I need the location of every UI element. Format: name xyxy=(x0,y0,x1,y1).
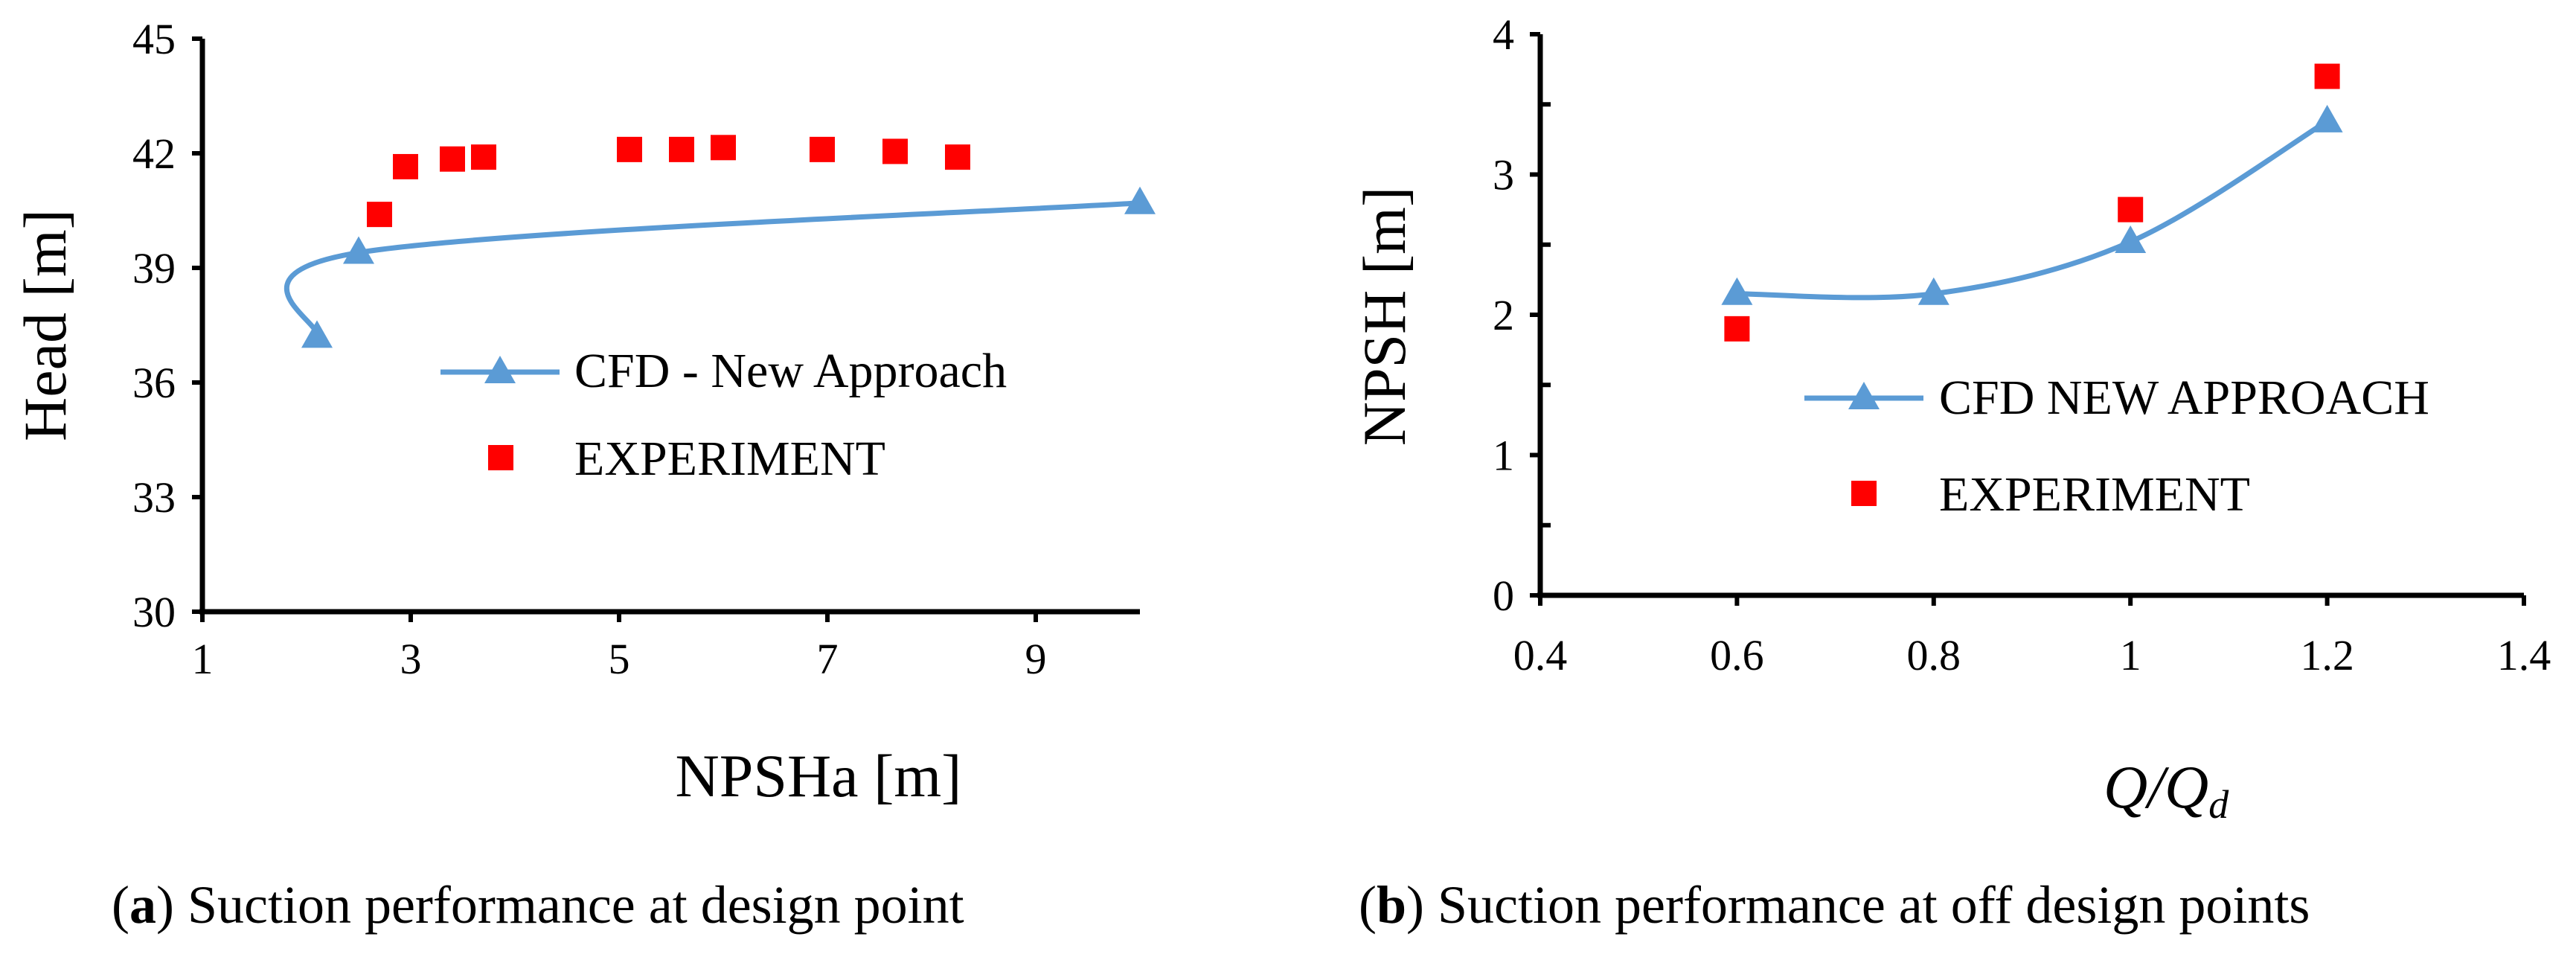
chart-a-experiment-point xyxy=(617,136,642,162)
chart-b-legend: CFD NEW APPROACH EXPERIMENT xyxy=(1804,371,2429,522)
chart-b-series-lines xyxy=(1737,118,2329,301)
chart-b-xtick-label: 1.4 xyxy=(2497,631,2551,679)
chart-a-ytick-label: 45 xyxy=(132,15,176,63)
chart-b-cfd-line xyxy=(1737,118,2329,301)
chart-a-ytick-label: 33 xyxy=(132,473,176,522)
chart-a-cfd-point xyxy=(1124,186,1156,214)
chart-b-cfd-point xyxy=(2115,225,2147,253)
chart-b-ytick-label: 3 xyxy=(1493,151,1514,199)
chart-b-xtick-label: 1 xyxy=(2120,631,2141,679)
chart-a-x-axis-title: NPSHa [m] xyxy=(676,742,962,810)
chart-b-xtick-label: 0.4 xyxy=(1513,631,1568,679)
legend-b-triangle-marker xyxy=(1848,382,1880,409)
chart-b-x-axis-title: Q/Qd xyxy=(2104,753,2229,827)
chart-a-ytick-label: 30 xyxy=(132,588,176,636)
chart-b-ytick-label: 2 xyxy=(1493,291,1514,339)
chart-a-experiment-point xyxy=(882,138,908,164)
caption-a-text: Suction performance at design point xyxy=(173,875,964,935)
chart-a-experiment-point xyxy=(367,202,392,228)
chart-a-ytick-label: 39 xyxy=(132,244,176,292)
chart-b-xtick-label: 1.2 xyxy=(2300,631,2354,679)
chart-a-series-lines xyxy=(283,200,1141,338)
chart-a-markers xyxy=(301,135,1156,348)
chart-b-cfd-point xyxy=(2311,104,2343,132)
chart-b-ytick-label: 1 xyxy=(1493,432,1514,480)
caption-b: (b) Suction performance at off design po… xyxy=(1359,875,2310,935)
caption-a-label: a xyxy=(129,875,156,935)
chart-a-experiment-point xyxy=(945,144,970,170)
chart-a: 30 33 36 39 42 45 1 3 5 7 9 Head [m] NPSHa [m] CFD… xyxy=(11,15,1156,810)
chart-b: 0 1 2 3 4 0.4 0.6 0.8 1 1.2 1.4 NPSH [m] Q/Qd CFD … xyxy=(1351,10,2551,827)
chart-a-experiment-point xyxy=(669,136,694,162)
chart-a-ticks: 30 33 36 39 42 45 1 3 5 7 9 xyxy=(132,15,1047,683)
caption-b-label: b xyxy=(1376,875,1407,935)
chart-b-cfd-point xyxy=(1917,277,1949,305)
x-title-subscript: d xyxy=(2208,782,2229,827)
chart-b-experiment-point xyxy=(2118,196,2144,223)
legend-b-experiment-label: EXPERIMENT xyxy=(1939,467,2250,522)
chart-a-y-axis-title: Head [m] xyxy=(11,209,79,441)
chart-a-xtick-label: 9 xyxy=(1025,635,1047,683)
chart-b-cfd-point xyxy=(1721,277,1753,305)
chart-a-experiment-point xyxy=(471,144,496,170)
chart-a-experiment-point xyxy=(393,153,418,179)
chart-a-xtick-label: 7 xyxy=(817,635,839,683)
chart-a-legend: CFD - New Approach EXPERIMENT xyxy=(440,344,1007,486)
legend-a-triangle-marker xyxy=(484,356,516,383)
chart-b-xtick-label: 0.8 xyxy=(1907,631,1961,679)
legend-b-square-marker xyxy=(1851,481,1877,506)
chart-b-ticks: 0 1 2 3 4 0.4 0.6 0.8 1 1.2 1.4 xyxy=(1493,10,2551,679)
chart-b-markers xyxy=(1721,63,2343,342)
chart-a-experiment-point xyxy=(810,136,835,162)
caption-b-text: Suction performance at off design points xyxy=(1424,875,2310,935)
chart-b-ytick-label: 0 xyxy=(1493,572,1514,620)
chart-a-experiment-point xyxy=(440,146,465,172)
chart-a-ytick-label: 36 xyxy=(132,359,176,407)
chart-a-ytick-label: 42 xyxy=(132,129,176,178)
legend-a-cfd-label: CFD - New Approach xyxy=(574,344,1007,398)
legend-a-experiment-label: EXPERIMENT xyxy=(574,432,885,486)
caption-a: (a) Suction performance at design point xyxy=(112,875,964,935)
chart-a-cfd-point xyxy=(301,320,333,348)
chart-a-cfd-line xyxy=(283,200,1141,338)
chart-a-experiment-point xyxy=(711,135,736,161)
x-title-main: Q/Q xyxy=(2104,753,2208,821)
legend-b-cfd-label: CFD NEW APPROACH xyxy=(1939,371,2429,425)
chart-a-xtick-label: 1 xyxy=(192,635,214,683)
legend-a-square-marker xyxy=(488,445,513,470)
chart-b-experiment-point xyxy=(2314,63,2340,89)
chart-a-xtick-label: 5 xyxy=(609,635,630,683)
chart-b-xtick-label: 0.6 xyxy=(1710,631,1764,679)
chart-b-y-axis-title: NPSH [m] xyxy=(1351,187,1418,447)
chart-a-cfd-point xyxy=(343,236,374,264)
chart-b-ytick-label: 4 xyxy=(1493,10,1514,59)
chart-a-xtick-label: 3 xyxy=(400,635,422,683)
chart-b-experiment-point xyxy=(1724,316,1750,342)
